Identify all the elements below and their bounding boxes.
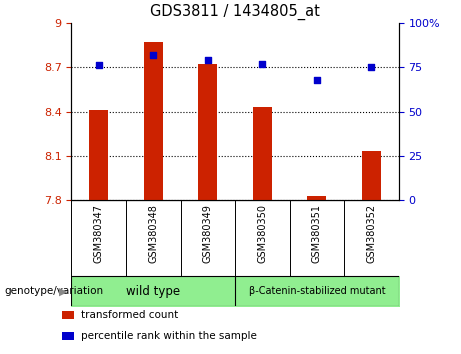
Bar bbox=[362, 151, 381, 200]
Point bbox=[95, 63, 102, 68]
Text: wild type: wild type bbox=[126, 285, 180, 298]
Bar bbox=[62, 332, 74, 339]
Text: percentile rank within the sample: percentile rank within the sample bbox=[81, 331, 257, 341]
Point bbox=[259, 61, 266, 67]
Point bbox=[149, 52, 157, 58]
Point bbox=[204, 57, 212, 63]
Text: GSM380348: GSM380348 bbox=[148, 204, 158, 263]
Point bbox=[368, 64, 375, 70]
Bar bbox=[253, 107, 272, 200]
Text: GSM380349: GSM380349 bbox=[203, 204, 213, 263]
Bar bbox=[307, 195, 326, 200]
Text: GSM380350: GSM380350 bbox=[257, 204, 267, 263]
Text: ▶: ▶ bbox=[59, 286, 67, 296]
Text: GSM380351: GSM380351 bbox=[312, 204, 322, 263]
Bar bbox=[198, 64, 218, 200]
Text: GSM380352: GSM380352 bbox=[366, 204, 377, 263]
Text: genotype/variation: genotype/variation bbox=[5, 286, 104, 296]
Bar bbox=[144, 42, 163, 200]
Point bbox=[313, 77, 321, 82]
Title: GDS3811 / 1434805_at: GDS3811 / 1434805_at bbox=[150, 4, 320, 20]
Text: β-Catenin-stabilized mutant: β-Catenin-stabilized mutant bbox=[248, 286, 385, 296]
Bar bbox=[62, 312, 74, 319]
Bar bbox=[89, 110, 108, 200]
Text: transformed count: transformed count bbox=[81, 310, 178, 320]
Text: GSM380347: GSM380347 bbox=[94, 204, 104, 263]
